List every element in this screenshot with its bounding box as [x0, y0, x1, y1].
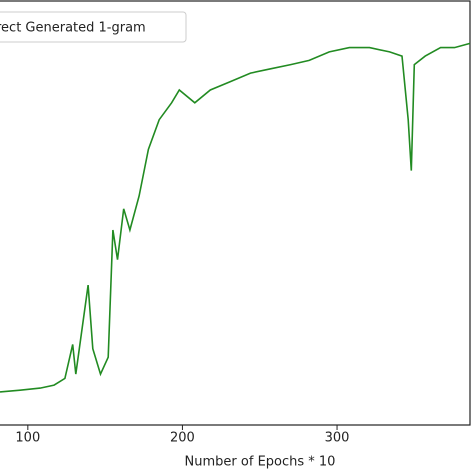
data-line	[0, 42, 471, 393]
legend-label: rect Generated 1-gram	[0, 21, 146, 36]
x-tick-label: 100	[15, 431, 40, 446]
plot-frame	[0, 0, 471, 426]
legend-box	[0, 11, 187, 43]
x-tick-label: 200	[170, 431, 195, 446]
x-axis-label: Number of Epochs * 10	[185, 455, 336, 470]
x-tick-label: 300	[325, 431, 350, 446]
